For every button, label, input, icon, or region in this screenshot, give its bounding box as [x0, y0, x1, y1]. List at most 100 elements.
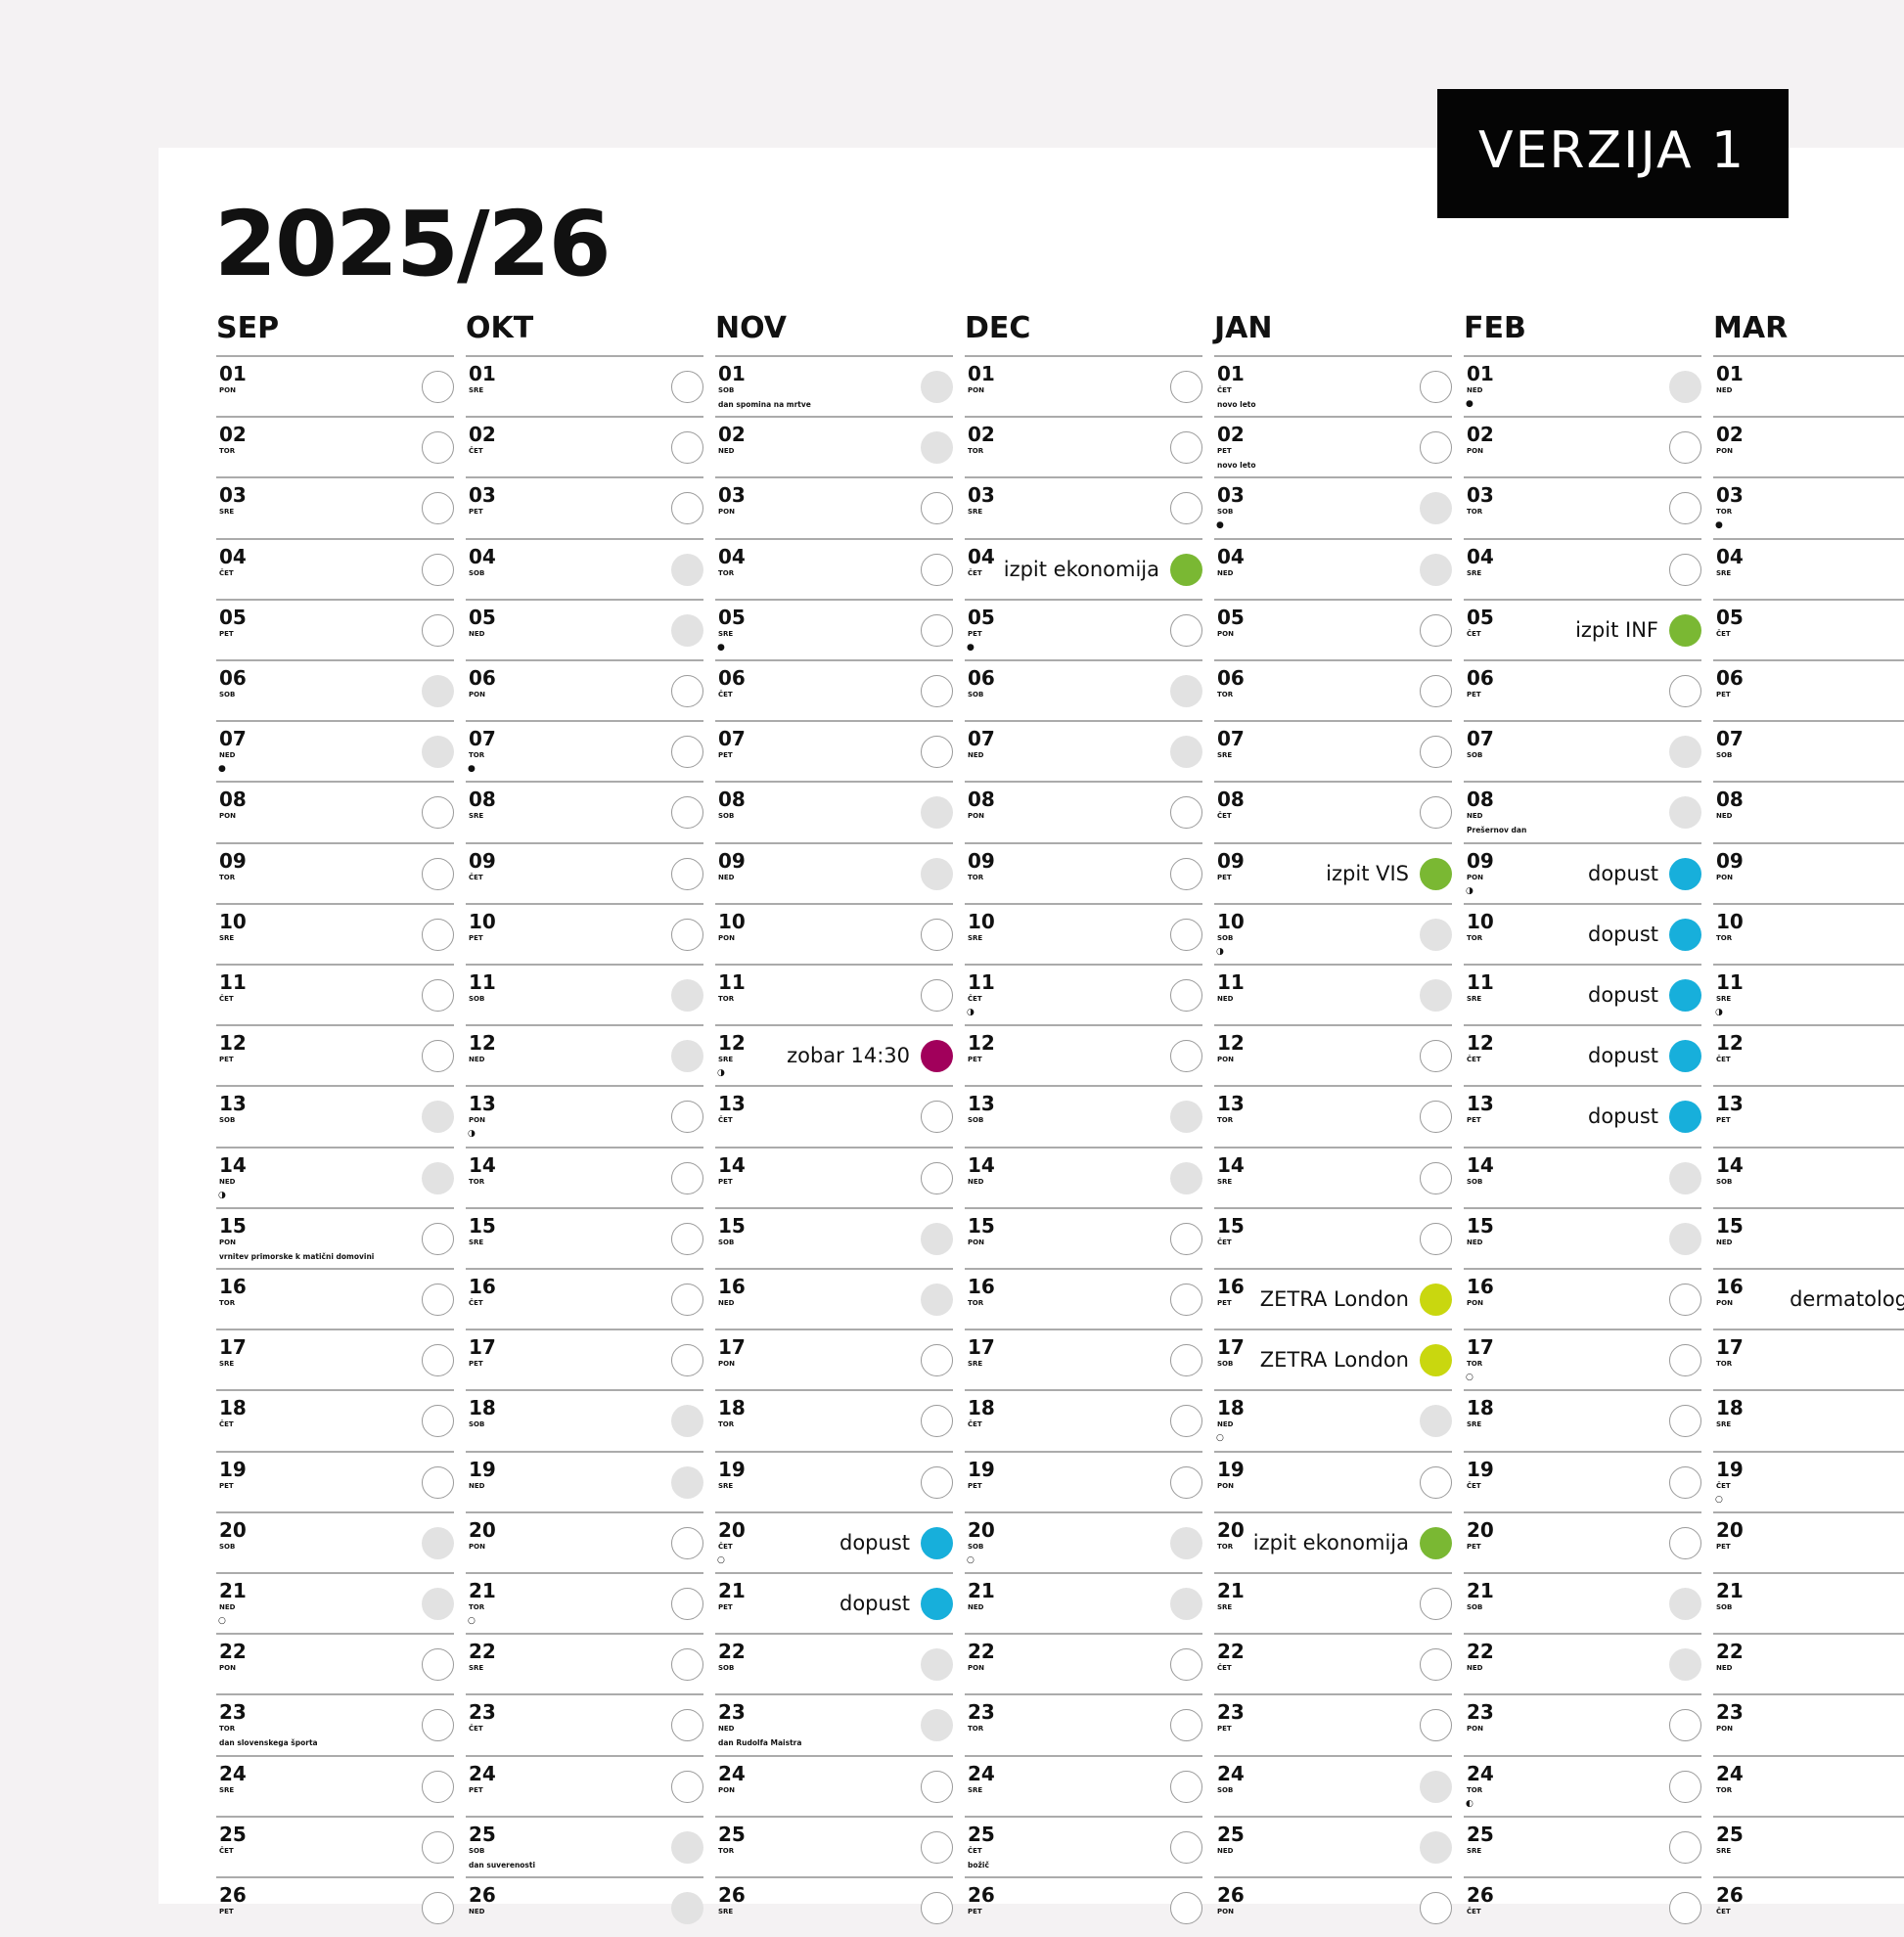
day-row[interactable]: 13 SOB: [965, 1085, 1202, 1146]
day-row[interactable]: 01 PON: [965, 355, 1202, 416]
event-marker-lime[interactable]: [1420, 1344, 1452, 1377]
day-marker-circle[interactable]: [1170, 918, 1202, 951]
day-row[interactable]: 18 SRE: [1713, 1389, 1904, 1450]
day-marker-circle[interactable]: [671, 1101, 703, 1134]
day-row[interactable]: 13 TOR: [1214, 1085, 1452, 1146]
day-marker-circle[interactable]: [1669, 1161, 1701, 1194]
day-row[interactable]: 25 TOR: [715, 1815, 953, 1876]
day-row[interactable]: 16 ČET: [466, 1268, 703, 1329]
day-marker-circle[interactable]: [1420, 1648, 1452, 1682]
day-row[interactable]: 09 TOR: [216, 841, 454, 903]
day-row[interactable]: 01 SRE: [466, 355, 703, 416]
day-marker-circle[interactable]: [1420, 1101, 1452, 1134]
day-row[interactable]: 02 PET novo leto: [1214, 416, 1452, 476]
day-marker-circle[interactable]: [1420, 431, 1452, 465]
day-marker-circle[interactable]: [1170, 736, 1202, 769]
day-row[interactable]: 11 SOB: [466, 964, 703, 1024]
day-marker-circle[interactable]: [671, 918, 703, 951]
day-row[interactable]: 03 TOR: [1464, 476, 1701, 537]
day-row[interactable]: 18 SRE: [1464, 1389, 1701, 1450]
day-row[interactable]: 03 SOB ●: [1214, 476, 1452, 537]
day-row[interactable]: 07 TOR ●: [466, 720, 703, 781]
event-marker-green[interactable]: [1420, 1526, 1452, 1559]
day-row[interactable]: 19 ČET ○: [1713, 1450, 1904, 1511]
day-marker-circle[interactable]: [422, 1284, 454, 1316]
day-marker-circle[interactable]: [1420, 1770, 1452, 1803]
day-row[interactable]: 10 PON: [715, 902, 953, 964]
day-row[interactable]: 19 ČET: [1464, 1450, 1701, 1511]
day-row[interactable]: 02 TOR: [216, 416, 454, 476]
day-row[interactable]: 18 ČET: [216, 1389, 454, 1450]
day-marker-circle[interactable]: [1170, 492, 1202, 525]
day-row[interactable]: 14 SOB: [1713, 1146, 1904, 1207]
day-marker-circle[interactable]: [1170, 1526, 1202, 1559]
day-row[interactable]: 06 ČET: [715, 659, 953, 720]
day-row[interactable]: 09 TOR: [965, 841, 1202, 903]
day-row[interactable]: 15 PON: [965, 1206, 1202, 1268]
day-marker-circle[interactable]: [921, 431, 953, 465]
day-row[interactable]: 24 SRE: [216, 1754, 454, 1816]
day-marker-circle[interactable]: [921, 979, 953, 1012]
day-row[interactable]: 02 TOR: [965, 416, 1202, 476]
day-row[interactable]: 26 ČET: [1464, 1876, 1701, 1937]
day-row[interactable]: 06 SOB: [965, 659, 1202, 720]
day-marker-circle[interactable]: [422, 1405, 454, 1438]
day-row[interactable]: 07 SOB: [1713, 720, 1904, 781]
day-marker-circle[interactable]: [1420, 492, 1452, 525]
day-row[interactable]: 22 NED: [1464, 1633, 1701, 1693]
day-row[interactable]: 08 NED Prešernov dan: [1464, 781, 1701, 841]
day-row[interactable]: 26 PET: [965, 1876, 1202, 1937]
day-row[interactable]: 17 TOR: [1713, 1329, 1904, 1389]
day-marker-circle[interactable]: [1669, 553, 1701, 586]
day-row[interactable]: 18 ČET: [965, 1389, 1202, 1450]
day-row[interactable]: 19 NED: [466, 1450, 703, 1511]
day-row[interactable]: 15 NED: [1713, 1206, 1904, 1268]
day-marker-circle[interactable]: [1170, 1222, 1202, 1255]
day-row[interactable]: 04 ČET: [216, 537, 454, 599]
day-row[interactable]: 11 SRE ◑: [1713, 964, 1904, 1024]
day-marker-circle[interactable]: [671, 492, 703, 525]
day-row[interactable]: 23 NED dan Rudolfa Maistra: [715, 1693, 953, 1754]
day-marker-circle[interactable]: [671, 1161, 703, 1194]
day-marker-circle[interactable]: [1170, 1770, 1202, 1803]
day-marker-circle[interactable]: [1170, 1830, 1202, 1864]
day-marker-circle[interactable]: [1420, 553, 1452, 586]
day-marker-circle[interactable]: [422, 796, 454, 830]
day-marker-circle[interactable]: [422, 736, 454, 769]
day-row[interactable]: 05 ČET izpit INF: [1464, 598, 1701, 659]
day-marker-circle[interactable]: [1420, 1222, 1452, 1255]
day-row[interactable]: 15 SRE: [466, 1206, 703, 1268]
day-marker-circle[interactable]: [921, 492, 953, 525]
day-marker-circle[interactable]: [671, 553, 703, 586]
day-marker-circle[interactable]: [671, 1405, 703, 1438]
day-row[interactable]: 22 PON: [216, 1633, 454, 1693]
day-row[interactable]: 22 SRE: [466, 1633, 703, 1693]
day-marker-circle[interactable]: [1170, 1648, 1202, 1682]
day-marker-circle[interactable]: [1669, 796, 1701, 830]
day-marker-circle[interactable]: [1420, 1161, 1452, 1194]
day-row[interactable]: 13 ČET: [715, 1085, 953, 1146]
day-row[interactable]: 23 TOR: [965, 1693, 1202, 1754]
day-marker-circle[interactable]: [422, 675, 454, 707]
day-marker-circle[interactable]: [1420, 1405, 1452, 1438]
day-marker-circle[interactable]: [921, 796, 953, 830]
day-row[interactable]: 23 TOR dan slovenskega športa: [216, 1693, 454, 1754]
day-marker-circle[interactable]: [422, 1465, 454, 1499]
day-marker-circle[interactable]: [1420, 1465, 1452, 1499]
day-marker-circle[interactable]: [671, 1526, 703, 1559]
day-row[interactable]: 22 NED: [1713, 1633, 1904, 1693]
day-marker-circle[interactable]: [1669, 1465, 1701, 1499]
day-marker-circle[interactable]: [671, 1709, 703, 1742]
day-row[interactable]: 11 NED: [1214, 964, 1452, 1024]
day-row[interactable]: 17 PET: [466, 1329, 703, 1389]
day-marker-circle[interactable]: [671, 1344, 703, 1377]
day-marker-circle[interactable]: [1669, 1222, 1701, 1255]
day-row[interactable]: 18 SOB: [466, 1389, 703, 1450]
day-row[interactable]: 15 NED: [1464, 1206, 1701, 1268]
day-marker-circle[interactable]: [671, 796, 703, 830]
day-row[interactable]: 07 PET: [715, 720, 953, 781]
day-row[interactable]: 08 NED: [1713, 781, 1904, 841]
day-marker-circle[interactable]: [671, 1222, 703, 1255]
day-row[interactable]: 21 TOR ○: [466, 1572, 703, 1633]
day-row[interactable]: 15 ČET: [1214, 1206, 1452, 1268]
